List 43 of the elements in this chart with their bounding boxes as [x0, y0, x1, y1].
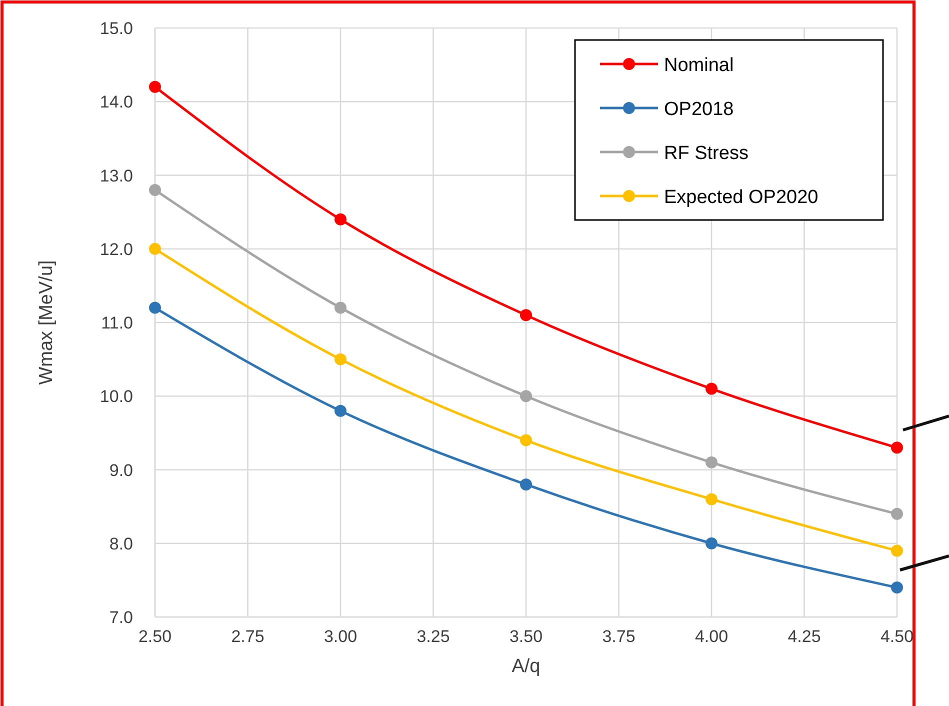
point: [520, 390, 532, 402]
point: [706, 493, 718, 506]
point: [520, 478, 532, 490]
point: [149, 80, 161, 93]
point: [706, 382, 718, 395]
x-tick-label: 2.50: [138, 627, 172, 646]
legend-label: RF Stress: [664, 143, 748, 164]
x-tick-label: 2.75: [231, 627, 264, 646]
legend-label: Nominal: [664, 55, 734, 76]
y-tick-label: 14.0: [100, 92, 133, 112]
point: [334, 353, 346, 366]
legend-label: OP2018: [664, 99, 734, 120]
y-tick-label: 12.0: [100, 240, 133, 259]
x-tick-label: 4.00: [694, 627, 728, 646]
point: [149, 184, 161, 196]
y-axis-title: Wmax [MeV/u]: [36, 260, 57, 385]
y-tick-label: 13.0: [100, 166, 133, 186]
point: [891, 582, 903, 594]
point: [520, 309, 532, 322]
point: [149, 302, 161, 314]
point: [891, 442, 903, 454]
y-tick-label: 15.0: [100, 19, 133, 38]
legend-label: Expected OP2020: [664, 187, 818, 208]
x-tick-label: 3.50: [509, 627, 543, 646]
y-tick-label: 11.0: [101, 314, 133, 332]
y-tick-label: 10.0: [100, 387, 133, 406]
x-axis-title: A/q: [512, 656, 540, 677]
x-tick-label: 4.25: [788, 627, 821, 646]
point: [334, 404, 346, 417]
x-tick-label: 3.25: [416, 627, 450, 646]
point: [891, 508, 903, 520]
point: [891, 544, 903, 557]
point: [149, 242, 161, 255]
x-tick-label: 3.75: [602, 627, 636, 646]
point: [706, 456, 718, 468]
point: [706, 537, 718, 550]
point: [334, 213, 346, 226]
point: [334, 302, 346, 314]
y-tick-label: 8.0: [109, 534, 133, 554]
y-tick-label: 7.0: [109, 608, 133, 627]
x-tick-label: 3.00: [324, 627, 358, 646]
point: [520, 434, 532, 446]
y-tick-label: 9.0: [109, 460, 133, 480]
